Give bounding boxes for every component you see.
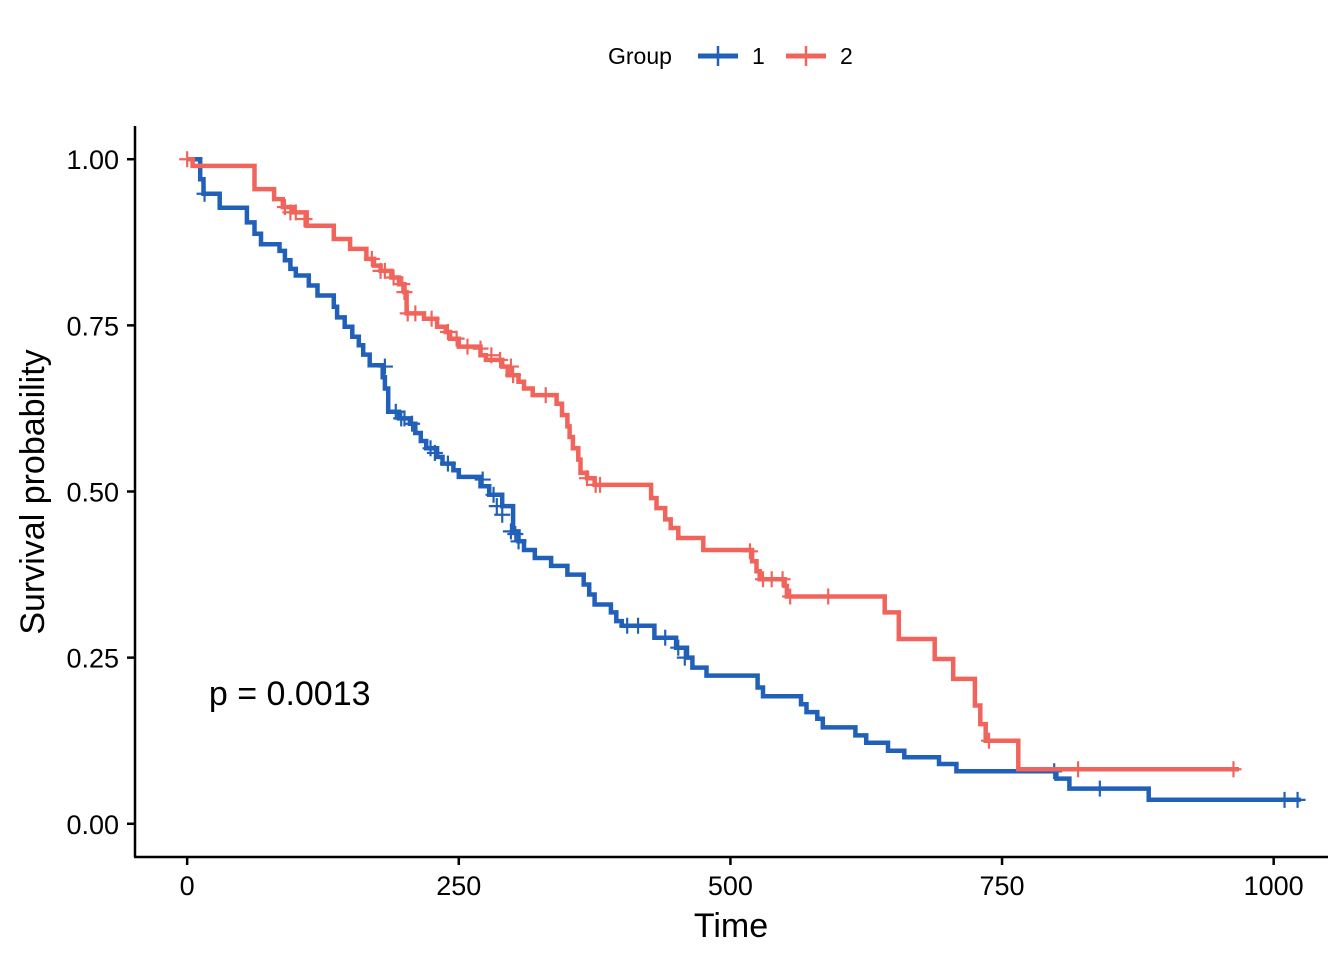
x-tick-label: 250 xyxy=(436,871,481,901)
censor-mark xyxy=(782,588,799,605)
censor-mark xyxy=(459,338,476,355)
legend-item-2: 2 xyxy=(786,43,853,69)
censor-mark xyxy=(670,639,687,656)
series-2 xyxy=(179,151,1242,778)
censor-mark xyxy=(592,476,609,493)
censor-mark xyxy=(505,367,522,384)
censor-mark xyxy=(578,470,595,487)
x-axis-title: Time xyxy=(694,907,768,945)
censor-mark xyxy=(537,387,554,404)
censor-mark xyxy=(492,351,509,368)
censor-mark xyxy=(502,358,519,375)
censor-mark xyxy=(494,506,511,523)
censor-mark xyxy=(1070,761,1087,778)
censor-mark xyxy=(1289,791,1306,808)
y-tick-label: 0.50 xyxy=(66,478,119,508)
censor-mark xyxy=(474,471,491,488)
y-tick-label: 0.75 xyxy=(66,311,119,341)
x-tick-label: 0 xyxy=(180,871,195,901)
censor-mark xyxy=(376,262,393,279)
censor-mark xyxy=(820,588,837,605)
x-axis-ticks: 0 250 500 750 1000 xyxy=(180,857,1304,901)
censor-mark xyxy=(510,533,527,550)
censor-mark xyxy=(774,571,791,588)
censor-mark xyxy=(741,543,758,560)
y-tick-label: 0.25 xyxy=(66,644,119,674)
censor-mark xyxy=(287,204,304,221)
censor-mark xyxy=(676,649,693,666)
censor-mark xyxy=(1225,761,1242,778)
y-tick-label: 0.00 xyxy=(66,810,119,840)
censor-mark xyxy=(485,486,502,503)
censor-mark xyxy=(439,455,456,472)
censor-mark xyxy=(426,444,443,461)
legend-label-2: 2 xyxy=(840,43,853,69)
censor-mark xyxy=(448,330,465,347)
censor-mark xyxy=(407,305,424,322)
p-value-annotation: p = 0.0013 xyxy=(209,675,371,713)
censor-mark xyxy=(394,276,411,293)
censor-mark xyxy=(981,732,998,749)
censor-mark xyxy=(657,629,674,646)
censor-mark xyxy=(472,340,489,357)
legend-title: Group xyxy=(608,43,672,69)
censor-mark xyxy=(1091,780,1108,797)
censor-mark xyxy=(507,526,524,543)
legend: Group 1 2 xyxy=(608,43,853,69)
y-axis-title: Survival probability xyxy=(14,349,52,634)
censor-mark xyxy=(363,250,380,267)
x-tick-label: 1000 xyxy=(1244,871,1304,901)
legend-label-1: 1 xyxy=(752,43,765,69)
censor-mark xyxy=(423,310,440,327)
censor-mark xyxy=(196,185,213,202)
censor-mark xyxy=(488,498,505,515)
censor-mark xyxy=(404,415,421,432)
censor-mark xyxy=(376,358,393,375)
censor-mark xyxy=(396,284,413,301)
y-tick-label: 1.00 xyxy=(66,145,119,175)
censor-mark xyxy=(179,151,196,168)
censor-mark xyxy=(483,347,500,364)
y-axis-ticks: 0.00 0.25 0.50 0.75 1.00 xyxy=(66,145,135,840)
censor-mark xyxy=(296,211,313,228)
censor-mark xyxy=(439,324,456,341)
x-tick-label: 500 xyxy=(708,871,753,901)
censor-mark xyxy=(385,269,402,286)
series-layer xyxy=(179,151,1306,808)
legend-item-1: 1 xyxy=(698,43,765,69)
x-tick-label: 750 xyxy=(980,871,1025,901)
censor-mark xyxy=(630,617,647,634)
